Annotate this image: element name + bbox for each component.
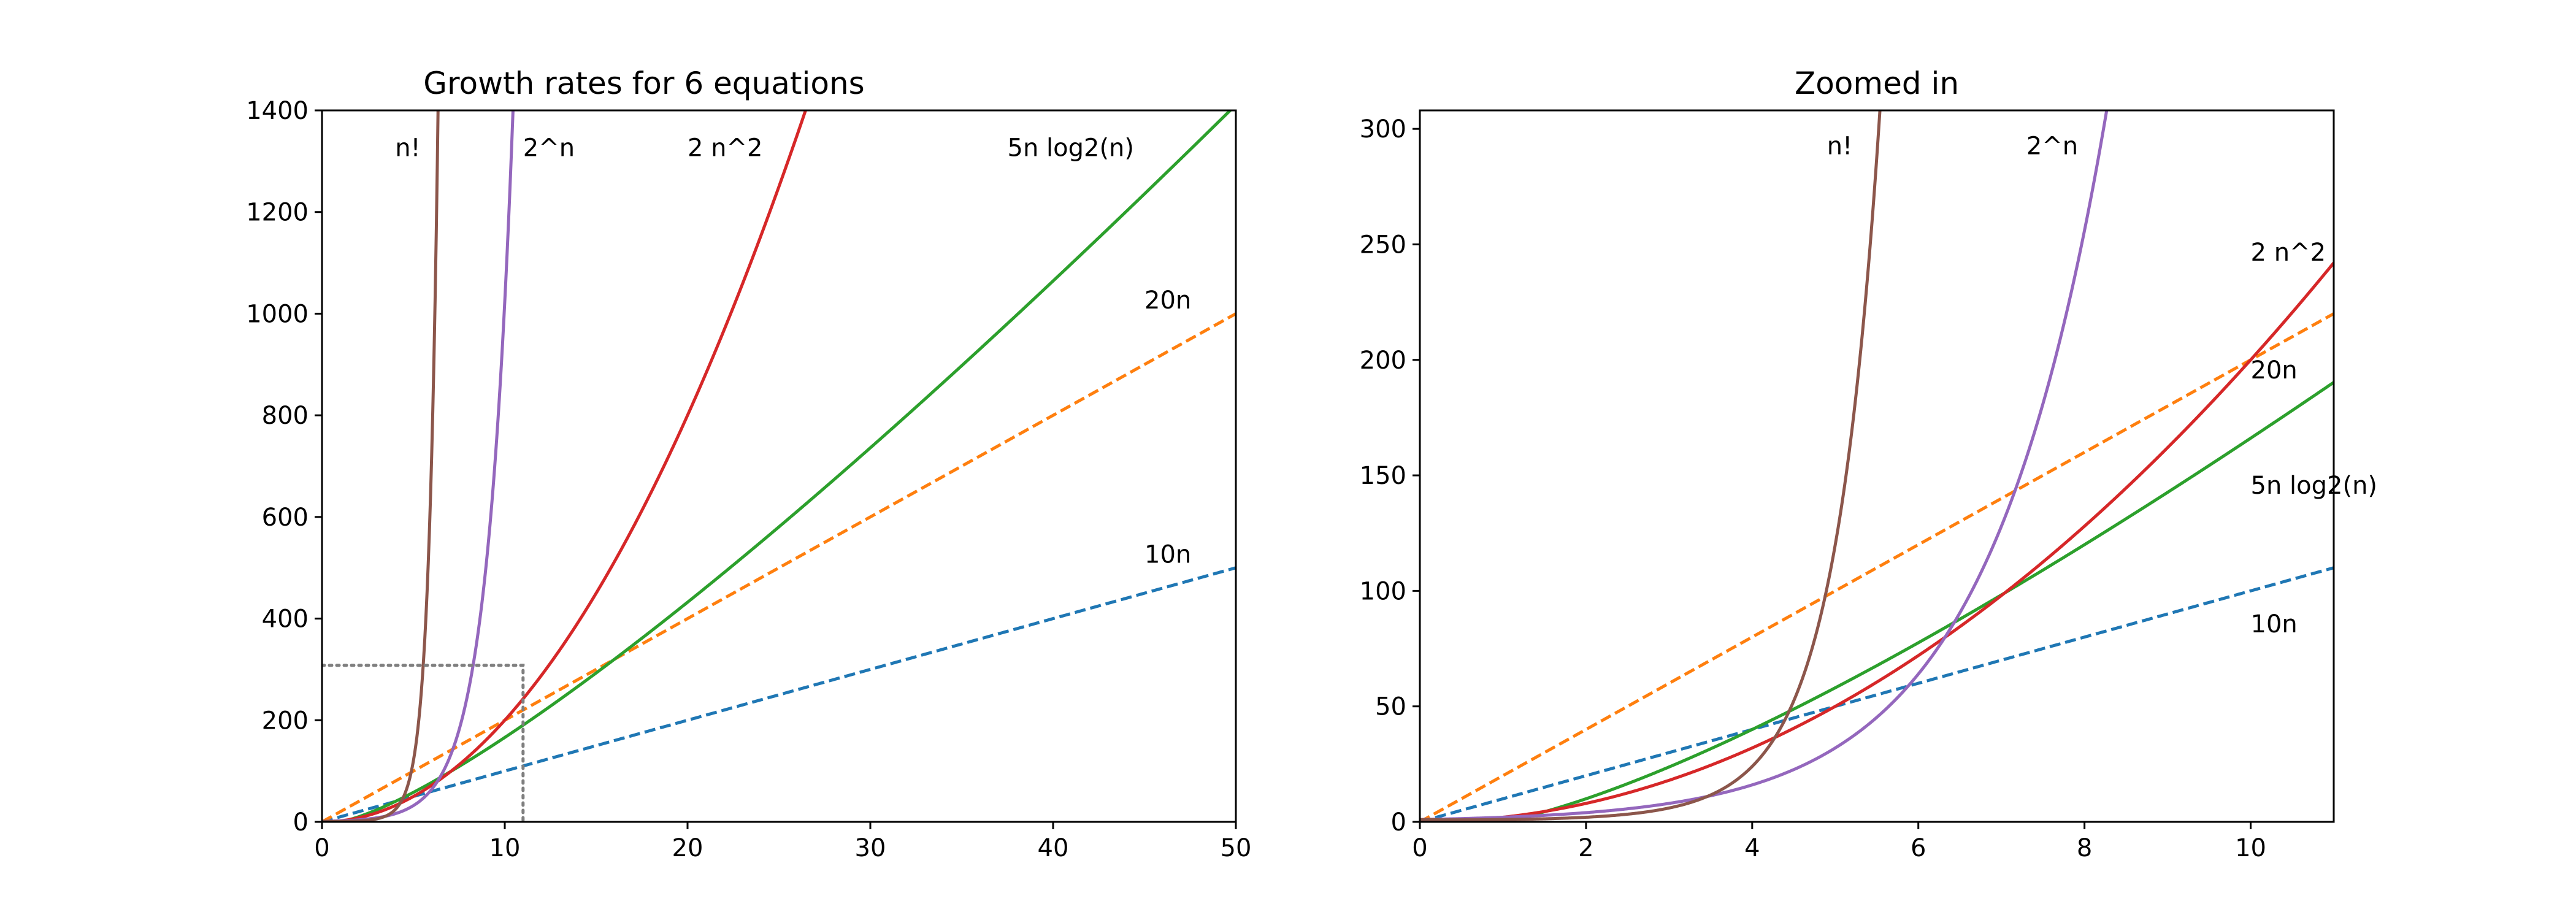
x-tick-label: 0 [1412,834,1427,862]
zoom-region-box [322,664,525,822]
y-tick-label: 600 [262,504,309,532]
growth-rates-chart: Growth rates for 6 equations 10n 20n 5n lo… [246,66,1251,862]
zoomed-chart: Zoomed in 10n 20n 5n log2(n) 2 n^2 2^n n! 0 2 4… [1360,66,2377,862]
curve-label: 20n [2251,356,2298,385]
y-tick-label: 1000 [246,300,309,328]
curve-labels: 10n 20n 5n log2(n) 2 n^2 2^n n! [395,134,1191,569]
curve-label: 20n [1144,286,1191,315]
x-tick-label: 8 [2077,834,2092,862]
x-axis: 0 10 20 30 40 50 [314,822,1251,862]
series-line-10n [322,566,1236,822]
curve-label: 10n [1144,540,1191,569]
curve-label: 2^n [2026,132,2078,161]
y-tick-label: 300 [1360,115,1406,144]
series-line-20n [322,312,1236,822]
x-tick-label: 10 [2235,834,2266,862]
y-tick-label: 200 [1360,347,1406,375]
series-line-2-n [1420,110,2109,821]
series-line-2-n-2 [1420,261,2334,822]
y-axis: 0 200 400 600 800 1000 1200 1400 [246,97,322,837]
x-tick-label: 50 [1221,834,1252,862]
series-line-10n [1420,566,2334,822]
series-line-20n [1420,312,2334,822]
y-tick-label: 1200 [246,199,309,227]
x-tick-label: 10 [489,834,521,862]
y-tick-label: 0 [1391,808,1406,837]
curve-label: 5n log2(n) [1008,134,1135,163]
curve-label: 10n [2251,610,2298,638]
y-tick-label: 50 [1375,693,1406,721]
x-tick-label: 2 [1578,834,1593,862]
y-tick-label: 1400 [246,97,309,125]
series-line-5n-log2-n [322,110,1233,822]
chart-title: Growth rates for 6 equations [423,66,864,101]
series-line-2-n-2 [322,110,808,822]
curve-label: 2 n^2 [688,134,762,163]
y-tick-label: 800 [262,402,309,430]
y-tick-label: 400 [262,605,309,634]
x-tick-label: 6 [1911,834,1926,862]
series-line-5n-log2-n [1420,381,2334,822]
plot-area [1420,110,2334,822]
curve-label: n! [1827,132,1852,161]
series-line-n [1420,110,1882,822]
curve-labels: 10n 20n 5n log2(n) 2 n^2 2^n n! [1827,132,2377,639]
y-axis: 0 50 100 150 200 250 300 [1360,115,1420,837]
y-tick-label: 250 [1360,231,1406,259]
x-tick-label: 40 [1038,834,1069,862]
curve-label: n! [395,134,420,163]
curve-label: 5n log2(n) [2251,472,2378,500]
x-axis: 0 2 4 6 8 10 [1412,822,2266,862]
axes-frame [321,109,1237,823]
x-tick-label: 30 [855,834,886,862]
x-tick-label: 4 [1744,834,1760,862]
y-tick-label: 0 [293,808,309,837]
curve-label: 2^n [523,134,575,163]
chart-title: Zoomed in [1795,66,1959,101]
y-tick-label: 100 [1360,577,1406,605]
axes-frame [1419,109,2335,823]
y-tick-label: 200 [262,707,309,735]
y-tick-label: 150 [1360,462,1406,490]
curve-label: 2 n^2 [2251,239,2326,267]
x-tick-label: 0 [314,834,329,862]
x-tick-label: 20 [672,834,703,862]
